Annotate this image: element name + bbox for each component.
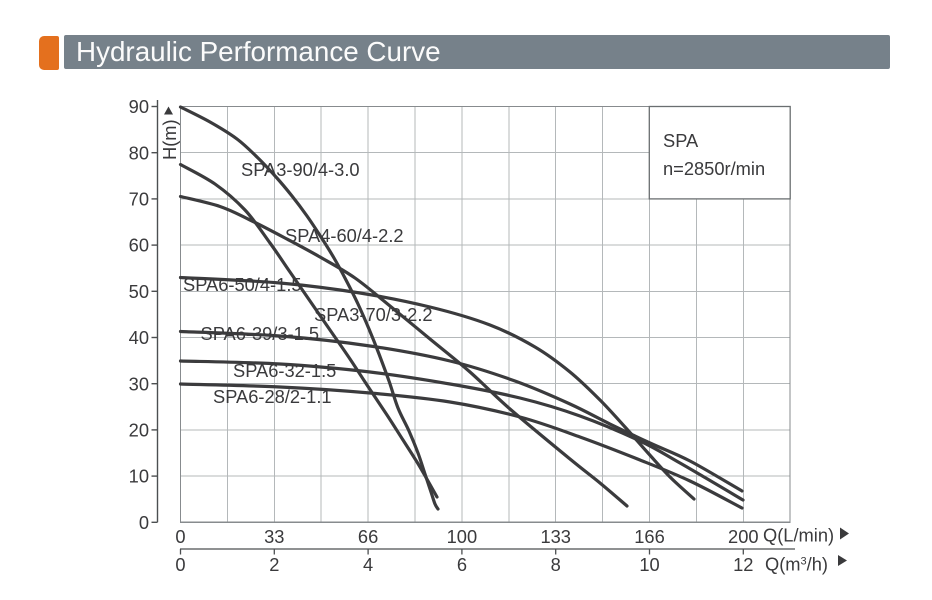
svg-text:70: 70 [129, 189, 149, 210]
svg-text:2: 2 [269, 554, 279, 575]
svg-text:200: 200 [728, 526, 759, 547]
svg-text:SPA6-32-1.5: SPA6-32-1.5 [233, 360, 336, 381]
svg-text:60: 60 [129, 235, 149, 256]
svg-text:30: 30 [129, 373, 149, 394]
svg-text:SPA6-28/2-1.1: SPA6-28/2-1.1 [213, 386, 332, 407]
svg-text:4: 4 [363, 554, 373, 575]
svg-text:SPA4-60/4-2.2: SPA4-60/4-2.2 [285, 225, 404, 246]
svg-text:SPA3-90/4-3.0: SPA3-90/4-3.0 [241, 159, 360, 180]
svg-text:H(m): H(m) [159, 119, 180, 160]
svg-text:0: 0 [175, 554, 185, 575]
svg-text:SPA6-50/4-1.5: SPA6-50/4-1.5 [183, 274, 302, 295]
svg-text:20: 20 [129, 420, 149, 441]
svg-text:10: 10 [639, 554, 659, 575]
svg-text:133: 133 [540, 526, 571, 547]
svg-text:0: 0 [175, 526, 185, 547]
svg-text:12: 12 [733, 554, 753, 575]
svg-text:10: 10 [129, 466, 149, 487]
svg-text:100: 100 [447, 526, 478, 547]
svg-text:SPA: SPA [663, 130, 699, 151]
svg-text:66: 66 [358, 526, 378, 547]
svg-text:50: 50 [129, 281, 149, 302]
svg-text:80: 80 [129, 142, 149, 163]
svg-text:SPA6-39/3-1.5: SPA6-39/3-1.5 [201, 323, 320, 344]
svg-text:166: 166 [634, 526, 665, 547]
svg-text:Q(m3/h): Q(m3/h) [765, 554, 828, 575]
svg-text:90: 90 [129, 96, 149, 117]
svg-text:40: 40 [129, 327, 149, 348]
svg-text:6: 6 [457, 554, 467, 575]
svg-text:33: 33 [264, 526, 284, 547]
svg-text:0: 0 [139, 512, 149, 533]
svg-text:Q(L/min): Q(L/min) [763, 525, 834, 546]
svg-text:8: 8 [551, 554, 561, 575]
svg-text:SPA3-70/3-2.2: SPA3-70/3-2.2 [314, 304, 433, 325]
svg-text:n=2850r/min: n=2850r/min [663, 158, 765, 179]
